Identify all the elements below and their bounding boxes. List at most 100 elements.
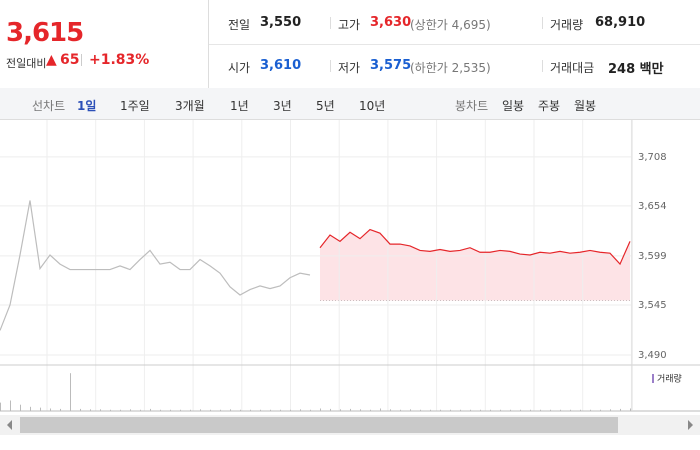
volume-bar — [290, 409, 291, 411]
change-label: 전일대비 — [6, 57, 47, 70]
tab-group-label: 봉차트 — [455, 99, 489, 113]
tab[interactable]: 주봉 — [538, 99, 561, 113]
tab[interactable]: 1주일 — [120, 99, 150, 113]
change: 65 — [60, 52, 80, 68]
volume-bar — [490, 409, 491, 411]
tab[interactable]: 월봉 — [574, 99, 597, 113]
stat-value: 3,550 — [260, 15, 302, 30]
y-tick-label: 3,708 — [638, 152, 667, 163]
stat-value: 3,575 — [370, 58, 412, 73]
volume-bar — [370, 409, 371, 411]
volume-bar — [90, 409, 91, 411]
tab[interactable]: 3년 — [273, 99, 292, 113]
volume-bar — [600, 409, 601, 411]
legend-swatch — [652, 374, 654, 383]
volume-bar — [400, 409, 401, 411]
stat-label: 거래량 — [550, 18, 584, 32]
volume-bar — [450, 409, 451, 411]
volume-bar — [250, 409, 251, 411]
volume-bar — [350, 408, 351, 411]
stat-value: 248 백만 — [608, 62, 664, 77]
area — [320, 229, 630, 301]
tab-group-label: 선차트 — [32, 99, 66, 113]
volume-bar — [190, 409, 191, 411]
volume-bar — [560, 409, 561, 411]
stat-value: 3,610 — [260, 58, 302, 73]
volume-bar — [120, 409, 121, 411]
divider — [330, 17, 331, 29]
volume-bar — [40, 407, 41, 411]
y-tick-label: 3,490 — [638, 350, 667, 361]
volume-bar — [390, 409, 391, 411]
volume-bar — [320, 408, 321, 411]
header: 3,615 전일대비 ▲ 65 +1.83% 전일 3,550 고가 3,630 (상한… — [0, 0, 700, 89]
y-tick-label: 3,545 — [638, 300, 667, 311]
divider — [542, 17, 543, 29]
volume-bar — [630, 408, 631, 411]
tab[interactable]: 일봉 — [502, 99, 525, 113]
volume-bar — [100, 409, 101, 411]
volume-bar — [30, 406, 31, 411]
volume-bar — [240, 409, 241, 411]
stat-note: (상한가 4,695) — [410, 18, 491, 32]
tab[interactable]: 5년 — [316, 99, 335, 113]
chart: 3,708 3,654 3,599 3,545 3,490 거래량 — [0, 120, 700, 435]
tab[interactable]: 1년 — [230, 99, 249, 113]
volume-bar — [310, 409, 311, 411]
divider — [208, 0, 209, 88]
volume-bar — [110, 409, 111, 411]
volume-bar — [220, 409, 221, 411]
volume-bar — [420, 409, 421, 411]
volume-bar — [410, 409, 411, 411]
legend-label: 거래량 — [657, 373, 682, 385]
volume-bar — [140, 409, 141, 411]
volume-bar — [510, 409, 511, 411]
scroll-left[interactable] — [7, 420, 12, 430]
tab[interactable]: 3개월 — [175, 99, 205, 113]
change-pct: +1.83% — [89, 52, 150, 68]
volume-bar — [70, 373, 71, 411]
scrollbar-thumb[interactable] — [20, 417, 618, 433]
volume-bar — [280, 409, 281, 411]
volume-bar — [620, 408, 621, 411]
volume-bar — [360, 409, 361, 411]
volume-bar — [380, 408, 381, 411]
divider — [330, 60, 331, 72]
volume-bar — [530, 409, 531, 411]
price: 3,615 — [6, 18, 84, 48]
volume-bar — [540, 409, 541, 411]
y-tick-label: 3,599 — [638, 251, 667, 262]
line — [0, 200, 311, 331]
volume-bar — [10, 400, 11, 411]
stat-label: 전일 — [228, 18, 251, 32]
volume-bar — [0, 402, 1, 411]
stat-label: 거래대금 — [550, 61, 595, 75]
y-tick-label: 3,654 — [638, 201, 667, 212]
divider — [542, 60, 543, 72]
volume-bar — [500, 409, 501, 411]
volume-bar — [170, 409, 171, 411]
stat-label: 고가 — [338, 18, 361, 32]
volume-bar — [590, 409, 591, 411]
tab[interactable]: 1일 — [77, 99, 97, 113]
volume-bar — [610, 409, 611, 411]
volume-bar — [230, 409, 231, 411]
volume-bar — [480, 409, 481, 411]
stat-value: 3,630 — [370, 15, 412, 30]
tab[interactable]: 10년 — [359, 99, 386, 113]
volume-bar — [80, 408, 81, 411]
volume-bar — [150, 408, 151, 411]
volume-bar — [460, 409, 461, 411]
volume-bar — [340, 409, 341, 411]
volume-bar — [440, 409, 441, 411]
up-arrow: ▲ — [46, 52, 57, 68]
volume-bar — [570, 409, 571, 411]
divider — [81, 54, 82, 66]
volume-bar — [520, 409, 521, 411]
stat-value: 68,910 — [595, 15, 646, 30]
volume-bar — [270, 409, 271, 411]
volume-bar — [200, 409, 201, 411]
volume-bar — [300, 409, 301, 411]
scroll-right[interactable] — [688, 420, 693, 430]
